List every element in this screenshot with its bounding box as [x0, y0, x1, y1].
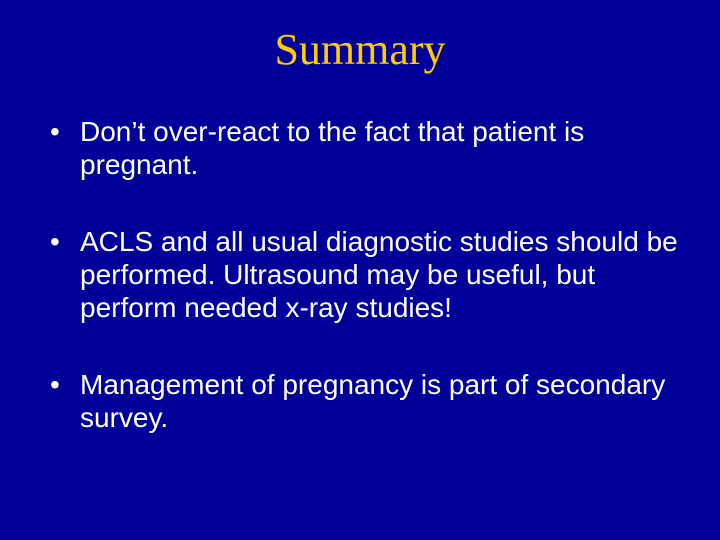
list-item: Don’t over-react to the fact that patien… [50, 115, 680, 181]
bullet-list: Don’t over-react to the fact that patien… [40, 115, 680, 434]
list-item: ACLS and all usual diagnostic studies sh… [50, 225, 680, 324]
list-item: Management of pregnancy is part of secon… [50, 368, 680, 434]
slide-title: Summary [40, 24, 680, 75]
